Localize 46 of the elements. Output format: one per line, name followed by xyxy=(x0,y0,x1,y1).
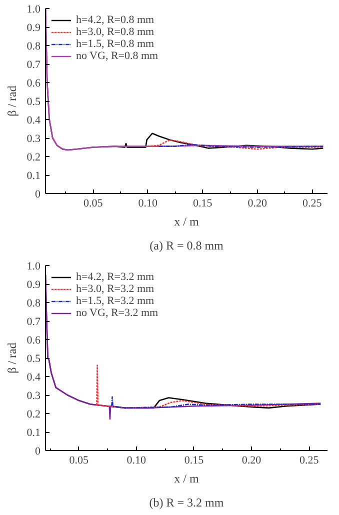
legend-label: h=1.5, R=0.8 mm xyxy=(76,38,154,50)
y-axis-title: β / rad xyxy=(4,342,19,374)
x-tick-label: 0.15 xyxy=(184,454,204,466)
y-tick-label: 0.2 xyxy=(26,408,40,420)
y-tick-label: 0.4 xyxy=(26,372,41,384)
x-tick-label: 0.20 xyxy=(242,454,262,466)
y-tick-label: 0.5 xyxy=(26,353,41,365)
y-tick-label: 0.6 xyxy=(26,78,41,90)
y-tick-label: 0.9 xyxy=(26,279,41,291)
x-tick-label: 0.05 xyxy=(69,454,90,466)
x-tick-label: 0.05 xyxy=(84,198,104,210)
y-tick-label: 0.4 xyxy=(26,114,41,126)
y-tick-label: 0.1 xyxy=(26,170,40,182)
legend-label: h=3.0, R=3.2 mm xyxy=(76,283,154,295)
x-axis-title: x / m xyxy=(174,214,200,228)
y-tick-label: 0.8 xyxy=(26,40,41,52)
legend-label: h=4.2, R=3.2 mm xyxy=(76,271,154,283)
y-tick-label: 0.1 xyxy=(26,427,40,439)
y-tick-label: 0 xyxy=(35,188,41,200)
legend-label: h=4.2, R=0.8 mm xyxy=(76,14,154,26)
x-tick-label: 0.25 xyxy=(299,454,320,466)
x-tick-label: 0.20 xyxy=(248,198,268,210)
legend-label: h=1.5, R=3.2 mm xyxy=(76,295,154,307)
y-tick-label: 0.7 xyxy=(26,59,41,71)
text: (a) R = 0.8 mm xyxy=(150,238,224,252)
y-tick-label: 0.6 xyxy=(26,334,41,346)
y-tick-label: 0.8 xyxy=(26,298,41,310)
legend-label: no VG, R=0.8 mm xyxy=(76,50,158,62)
y-tick-label: 0.9 xyxy=(26,22,41,34)
legend-label: no VG, R=3.2 mm xyxy=(76,307,158,319)
y-axis-title: β / rad xyxy=(4,86,19,116)
y-tick-label: 0.7 xyxy=(26,316,41,328)
y-tick-label: 0.5 xyxy=(26,96,41,108)
y-tick-label: 0.2 xyxy=(26,152,40,164)
x-tick-label: 0.15 xyxy=(193,198,213,210)
y-tick-label: 1.0 xyxy=(26,4,41,16)
y-tick-label: 1.0 xyxy=(26,260,41,272)
y-tick-label: 0.3 xyxy=(26,133,41,145)
x-axis-title: x / m xyxy=(174,472,200,486)
x-tick-label: 0.25 xyxy=(302,198,322,210)
x-tick-label: 0.10 xyxy=(126,454,147,466)
text: (b) R = 3.2 mm xyxy=(149,496,224,510)
y-tick-label: 0.3 xyxy=(26,390,41,402)
x-tick-label: 0.10 xyxy=(138,198,158,210)
legend-label: h=3.0, R=0.8 mm xyxy=(76,26,154,38)
y-tick-label: 0 xyxy=(35,446,41,458)
